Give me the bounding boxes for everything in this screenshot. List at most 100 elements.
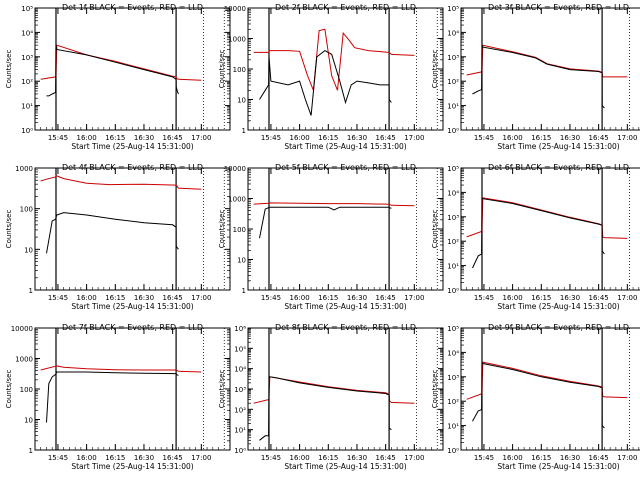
x-tick-label: 16:45: [589, 294, 609, 302]
events-series-line: [259, 376, 392, 441]
y-tick-label: 10⁴: [21, 29, 33, 37]
lld-series-line: [40, 174, 202, 190]
panel-4: Det 4f BLACK = Events, RED = LLD11010010…: [5, 163, 231, 311]
x-axis-label: Start Time (25-Aug-14 15:31:00): [284, 142, 406, 151]
y-tick-label: 10³: [447, 54, 459, 62]
lld-series-line: [466, 361, 628, 400]
y-tick-label: 10: [237, 97, 246, 105]
y-tick-label: 10¹: [447, 263, 459, 271]
x-tick-label: 15:45: [261, 134, 281, 142]
y-tick-label: 1000: [228, 36, 246, 44]
plot-frame: [460, 7, 640, 131]
y-tick-label: 10¹: [21, 103, 33, 111]
y-tick-label: 10³: [447, 214, 459, 222]
y-tick-label: 10²: [447, 78, 459, 86]
x-tick-label: 15:45: [48, 134, 68, 142]
panel-8: Det 8f BLACK = Events, RED = LLD10⁰10¹10…: [218, 323, 444, 471]
y-tick-label: 10⁴: [447, 189, 459, 197]
x-tick-label: 17:00: [404, 454, 424, 462]
y-tick-label: 10000: [224, 165, 246, 173]
x-tick-label: 16:30: [347, 294, 367, 302]
y-tick-label: 10⁴: [234, 366, 246, 374]
x-tick-label: 16:00: [290, 454, 310, 462]
y-tick-label: 1000: [228, 196, 246, 204]
y-axis-label: Counts/sec: [5, 50, 13, 89]
y-tick-label: 1: [29, 287, 33, 295]
y-axis-label: Counts/sec: [431, 50, 439, 89]
panel-3: Det 3f BLACK = Events, RED = LLD10⁰10¹10…: [431, 3, 640, 151]
x-tick-label: 16:00: [77, 454, 97, 462]
x-tick-label: 16:45: [589, 134, 609, 142]
x-tick-label: 16:15: [531, 134, 551, 142]
y-tick-label: 10: [24, 246, 33, 254]
x-tick-label: 16:15: [318, 454, 338, 462]
y-tick-label: 10²: [234, 406, 246, 414]
x-tick-label: 16:00: [503, 454, 523, 462]
y-axis-label: Counts/sec: [218, 370, 226, 409]
x-tick-label: 16:30: [560, 294, 580, 302]
x-tick-label: 15:45: [48, 294, 68, 302]
y-tick-label: 10⁵: [447, 5, 459, 13]
x-tick-label: 15:45: [261, 454, 281, 462]
plot-frame: [247, 167, 444, 291]
x-tick-label: 16:15: [105, 294, 125, 302]
x-tick-label: 16:45: [376, 454, 396, 462]
lld-series-line: [253, 376, 415, 404]
y-tick-label: 100: [233, 66, 246, 74]
y-tick-label: 1: [242, 287, 246, 295]
y-tick-label: 10³: [21, 54, 33, 62]
x-tick-label: 16:45: [163, 294, 183, 302]
y-tick-label: 10⁰: [447, 287, 459, 295]
y-tick-label: 1: [29, 447, 33, 455]
y-tick-label: 10000: [224, 5, 246, 13]
panel-5: Det 5f BLACK = Events, RED = LLD11010010…: [218, 163, 444, 311]
x-tick-label: 15:45: [474, 294, 494, 302]
events-series-line: [472, 360, 605, 429]
x-tick-label: 17:00: [617, 294, 637, 302]
lld-series-line: [253, 202, 415, 207]
y-tick-label: 10²: [447, 238, 459, 246]
y-tick-label: 10: [24, 417, 33, 425]
x-tick-label: 16:45: [163, 454, 183, 462]
x-axis-label: Start Time (25-Aug-14 15:31:00): [71, 462, 193, 471]
y-tick-label: 10: [237, 257, 246, 265]
plot-frame: [34, 167, 231, 291]
y-tick-label: 100: [20, 206, 33, 214]
y-tick-label: 1000: [15, 356, 33, 364]
x-tick-label: 16:45: [589, 454, 609, 462]
y-tick-label: 1000: [15, 165, 33, 173]
panel-2: Det 2f BLACK = Events, RED = LLD11010010…: [218, 3, 444, 151]
plot-frame: [460, 327, 640, 451]
y-tick-label: 10²: [447, 398, 459, 406]
y-axis-label: Counts/sec: [218, 50, 226, 89]
y-tick-label: 10⁵: [447, 325, 459, 333]
y-tick-label: 10²: [21, 78, 33, 86]
x-tick-label: 16:30: [134, 454, 154, 462]
y-tick-label: 10⁰: [447, 447, 459, 455]
plot-frame: [247, 7, 444, 131]
x-tick-label: 16:15: [318, 294, 338, 302]
panel-9: Det 9f BLACK = Events, RED = LLD10⁰10¹10…: [431, 323, 640, 471]
x-tick-label: 17:00: [617, 134, 637, 142]
y-axis-label: Counts/sec: [431, 210, 439, 249]
x-tick-label: 17:00: [191, 454, 211, 462]
events-series-line: [46, 212, 179, 254]
x-tick-label: 16:00: [77, 294, 97, 302]
y-tick-label: 10³: [447, 374, 459, 382]
x-tick-label: 16:15: [105, 454, 125, 462]
x-tick-label: 16:00: [290, 134, 310, 142]
y-tick-label: 10⁰: [447, 127, 459, 135]
x-tick-label: 17:00: [191, 134, 211, 142]
events-series-line: [46, 45, 179, 97]
x-tick-label: 16:45: [376, 134, 396, 142]
x-axis-label: Start Time (25-Aug-14 15:31:00): [497, 142, 619, 151]
events-series-line: [46, 371, 179, 423]
panel-6: Det 6f BLACK = Events, RED = LLD10⁰10¹10…: [431, 163, 640, 311]
x-tick-label: 16:45: [163, 134, 183, 142]
lld-series-line: [466, 44, 628, 78]
y-tick-label: 10⁴: [447, 29, 459, 37]
y-tick-label: 10000: [11, 325, 33, 333]
x-tick-label: 16:30: [560, 454, 580, 462]
events-series-line: [259, 50, 392, 116]
y-tick-label: 10⁰: [234, 447, 246, 455]
